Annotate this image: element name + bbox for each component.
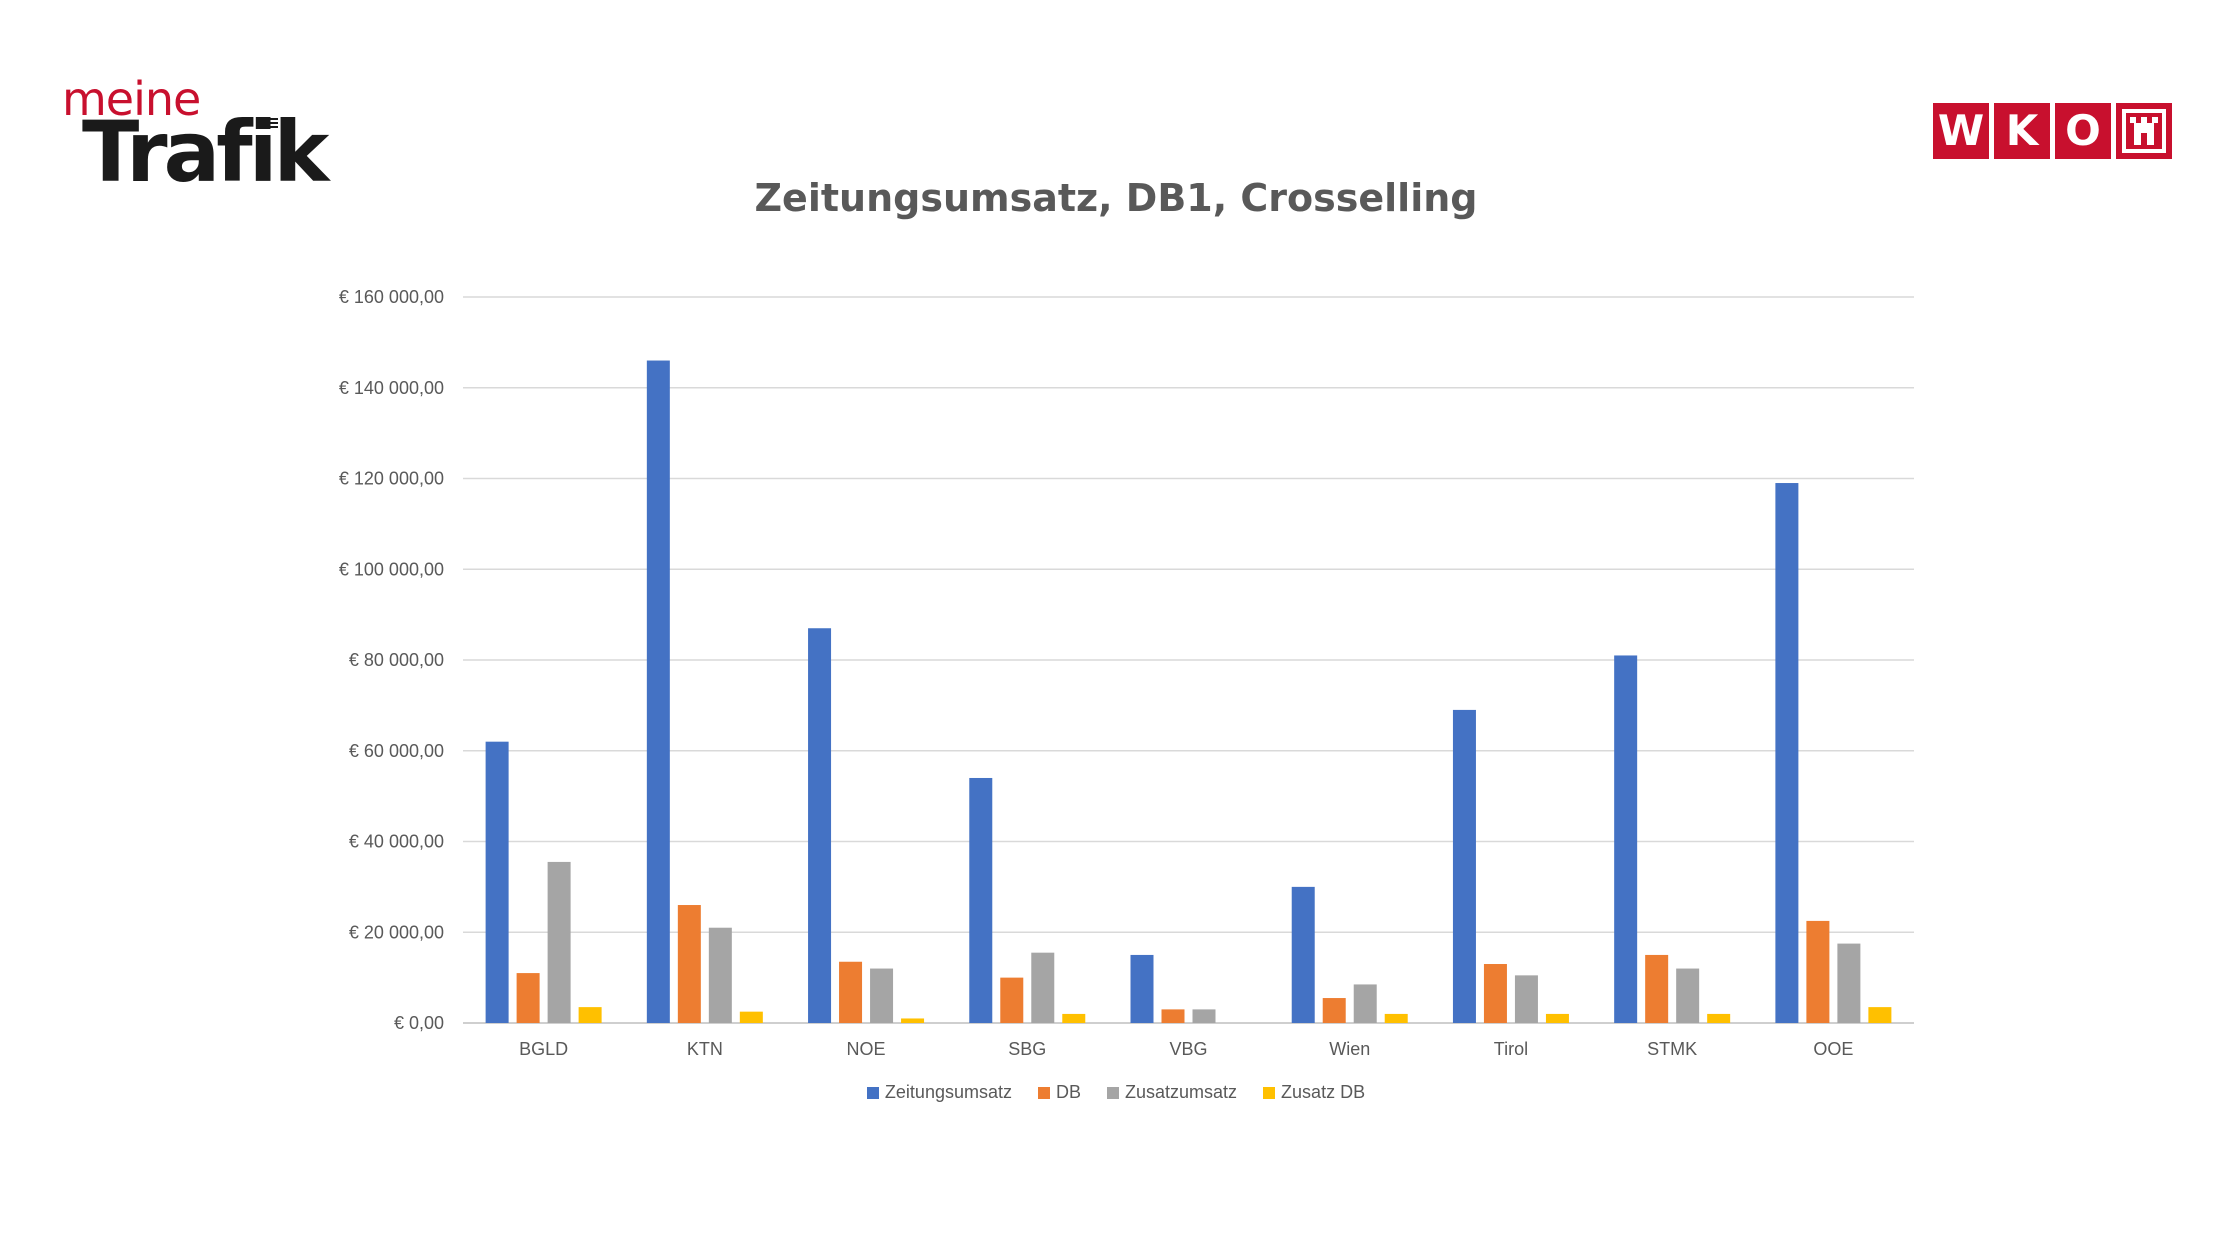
wko-logo: W K O: [1933, 103, 2172, 159]
wko-letter-w: W: [1933, 103, 1989, 159]
legend-swatch: [1263, 1086, 1276, 1099]
y-tick-label: € 0,00: [394, 1013, 444, 1033]
bar: [1676, 968, 1700, 1023]
bar: [1545, 1013, 1569, 1023]
chart-legend: Zeitungsumsatz DB Zusatzumsatz Zusatz DB: [0, 1082, 2232, 1103]
legend-swatch: [1107, 1086, 1119, 1099]
bar: [1130, 954, 1154, 1023]
x-tick-label: NOE: [847, 1039, 886, 1059]
bar: [1192, 1009, 1216, 1023]
x-tick-label: VBG: [1169, 1039, 1207, 1059]
bar: [1291, 886, 1315, 1023]
legend-label: Zeitungsumsatz: [884, 1082, 1012, 1102]
y-tick-label: € 120 000,00: [339, 469, 444, 489]
bar: [485, 741, 509, 1023]
legend-item: Zusatzumsatz: [1107, 1082, 1237, 1103]
legend-item: DB: [1037, 1082, 1081, 1103]
legend-swatch: [866, 1086, 879, 1099]
bar: [1806, 920, 1830, 1023]
legend-label: Zusatzumsatz: [1125, 1082, 1238, 1102]
x-tick-label: Wien: [1329, 1039, 1370, 1059]
logo-text-meine: meine: [62, 72, 201, 126]
bar: [839, 961, 863, 1023]
bar: [516, 973, 540, 1023]
logo-lines-icon: [260, 118, 278, 132]
bar: [739, 1011, 763, 1023]
bar: [1775, 483, 1799, 1024]
bar: [808, 628, 832, 1023]
x-tick-label: KTN: [687, 1039, 723, 1059]
bar: [547, 861, 571, 1023]
x-tick-label: STMK: [1647, 1039, 1697, 1059]
legend-label: DB: [1055, 1082, 1081, 1102]
bar: [646, 360, 670, 1023]
bar: [969, 777, 993, 1023]
bar: [1000, 977, 1024, 1023]
bar: [708, 927, 732, 1023]
legend-item: Zeitungsumsatz: [866, 1082, 1012, 1103]
y-tick-label: € 60 000,00: [349, 741, 444, 761]
bar: [1514, 975, 1538, 1023]
meine-trafik-logo: meine Trafik: [62, 76, 352, 196]
bar: [1837, 943, 1861, 1023]
wko-letter-o: O: [2055, 103, 2111, 159]
legend-label: Zusatz DB: [1281, 1082, 1366, 1102]
y-tick-label: € 40 000,00: [349, 832, 444, 852]
legend-item: Zusatz DB: [1263, 1082, 1365, 1103]
legend-swatch: [1037, 1086, 1050, 1099]
bar: [1353, 984, 1377, 1023]
bar: [1031, 952, 1055, 1023]
bar: [677, 905, 701, 1023]
upper-austria-crest-icon: [2116, 103, 2172, 159]
y-tick-label: € 100 000,00: [339, 559, 444, 579]
x-tick-label: SBG: [1008, 1039, 1046, 1059]
bar: [1614, 655, 1638, 1023]
logo-text-trafik: Trafik: [82, 103, 329, 201]
wko-letter-k: K: [1994, 103, 2050, 159]
bar: [901, 1018, 925, 1023]
y-tick-label: € 140 000,00: [339, 378, 444, 398]
y-tick-label: € 80 000,00: [349, 650, 444, 670]
bar: [1645, 954, 1669, 1023]
bar: [578, 1007, 602, 1023]
bar: [1452, 709, 1476, 1023]
bar: [870, 968, 894, 1023]
y-tick-label: € 20 000,00: [349, 922, 444, 942]
bar: [1322, 998, 1346, 1023]
x-tick-label: OOE: [1813, 1039, 1853, 1059]
x-tick-label: BGLD: [519, 1039, 568, 1059]
bar: [1062, 1013, 1086, 1023]
bar: [1483, 964, 1507, 1023]
bar: [1707, 1013, 1731, 1023]
x-tick-label: Tirol: [1494, 1039, 1528, 1059]
bar: [1384, 1013, 1408, 1023]
bar: [1868, 1007, 1892, 1023]
bar: [1161, 1009, 1185, 1023]
y-tick-label: € 160 000,00: [339, 287, 444, 307]
chart-title: Zeitungsumsatz, DB1, Crosselling: [754, 176, 1478, 220]
